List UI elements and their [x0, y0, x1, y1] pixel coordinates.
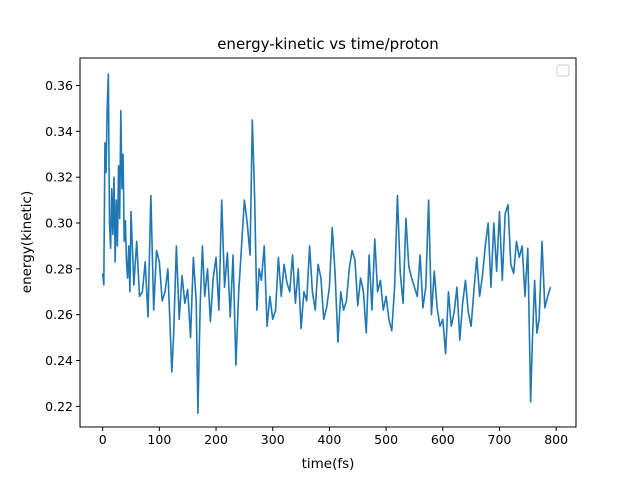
- x-tick-label: 500: [374, 432, 398, 447]
- x-tick-label: 400: [317, 432, 341, 447]
- legend-box: [556, 64, 570, 77]
- series-line-0: [101, 73, 552, 415]
- y-tick-label: 0.30: [45, 216, 73, 231]
- x-tick-label: 200: [204, 432, 228, 447]
- x-tick-label: 800: [544, 432, 568, 447]
- y-tick-label: 0.34: [45, 124, 73, 139]
- x-tick-label: 700: [488, 432, 512, 447]
- y-tick-label: 0.32: [45, 170, 73, 185]
- y-tick-label: 0.26: [45, 307, 73, 322]
- y-tick-label: 0.36: [45, 78, 73, 93]
- x-tick-label: 600: [431, 432, 455, 447]
- y-tick-label: 0.28: [45, 261, 73, 276]
- series-layer: [101, 73, 552, 415]
- y-axis-label: energy(kinetic): [19, 191, 35, 293]
- x-tick-label: 0: [99, 432, 107, 447]
- x-tick-label: 100: [147, 432, 171, 447]
- y-tick-label: 0.24: [45, 353, 73, 368]
- x-tick-label: 300: [261, 432, 285, 447]
- plot-frame: [79, 57, 577, 428]
- x-axis-label: time(fs): [302, 456, 355, 472]
- plot-area: [80, 58, 576, 427]
- y-tick-label: 0.22: [45, 399, 73, 414]
- chart-title: energy-kinetic vs time/proton: [217, 35, 439, 53]
- ticks-layer: 0 100 200 300 400 500 600 700 800 0.22 0.24 0.26 0.2…: [45, 78, 568, 447]
